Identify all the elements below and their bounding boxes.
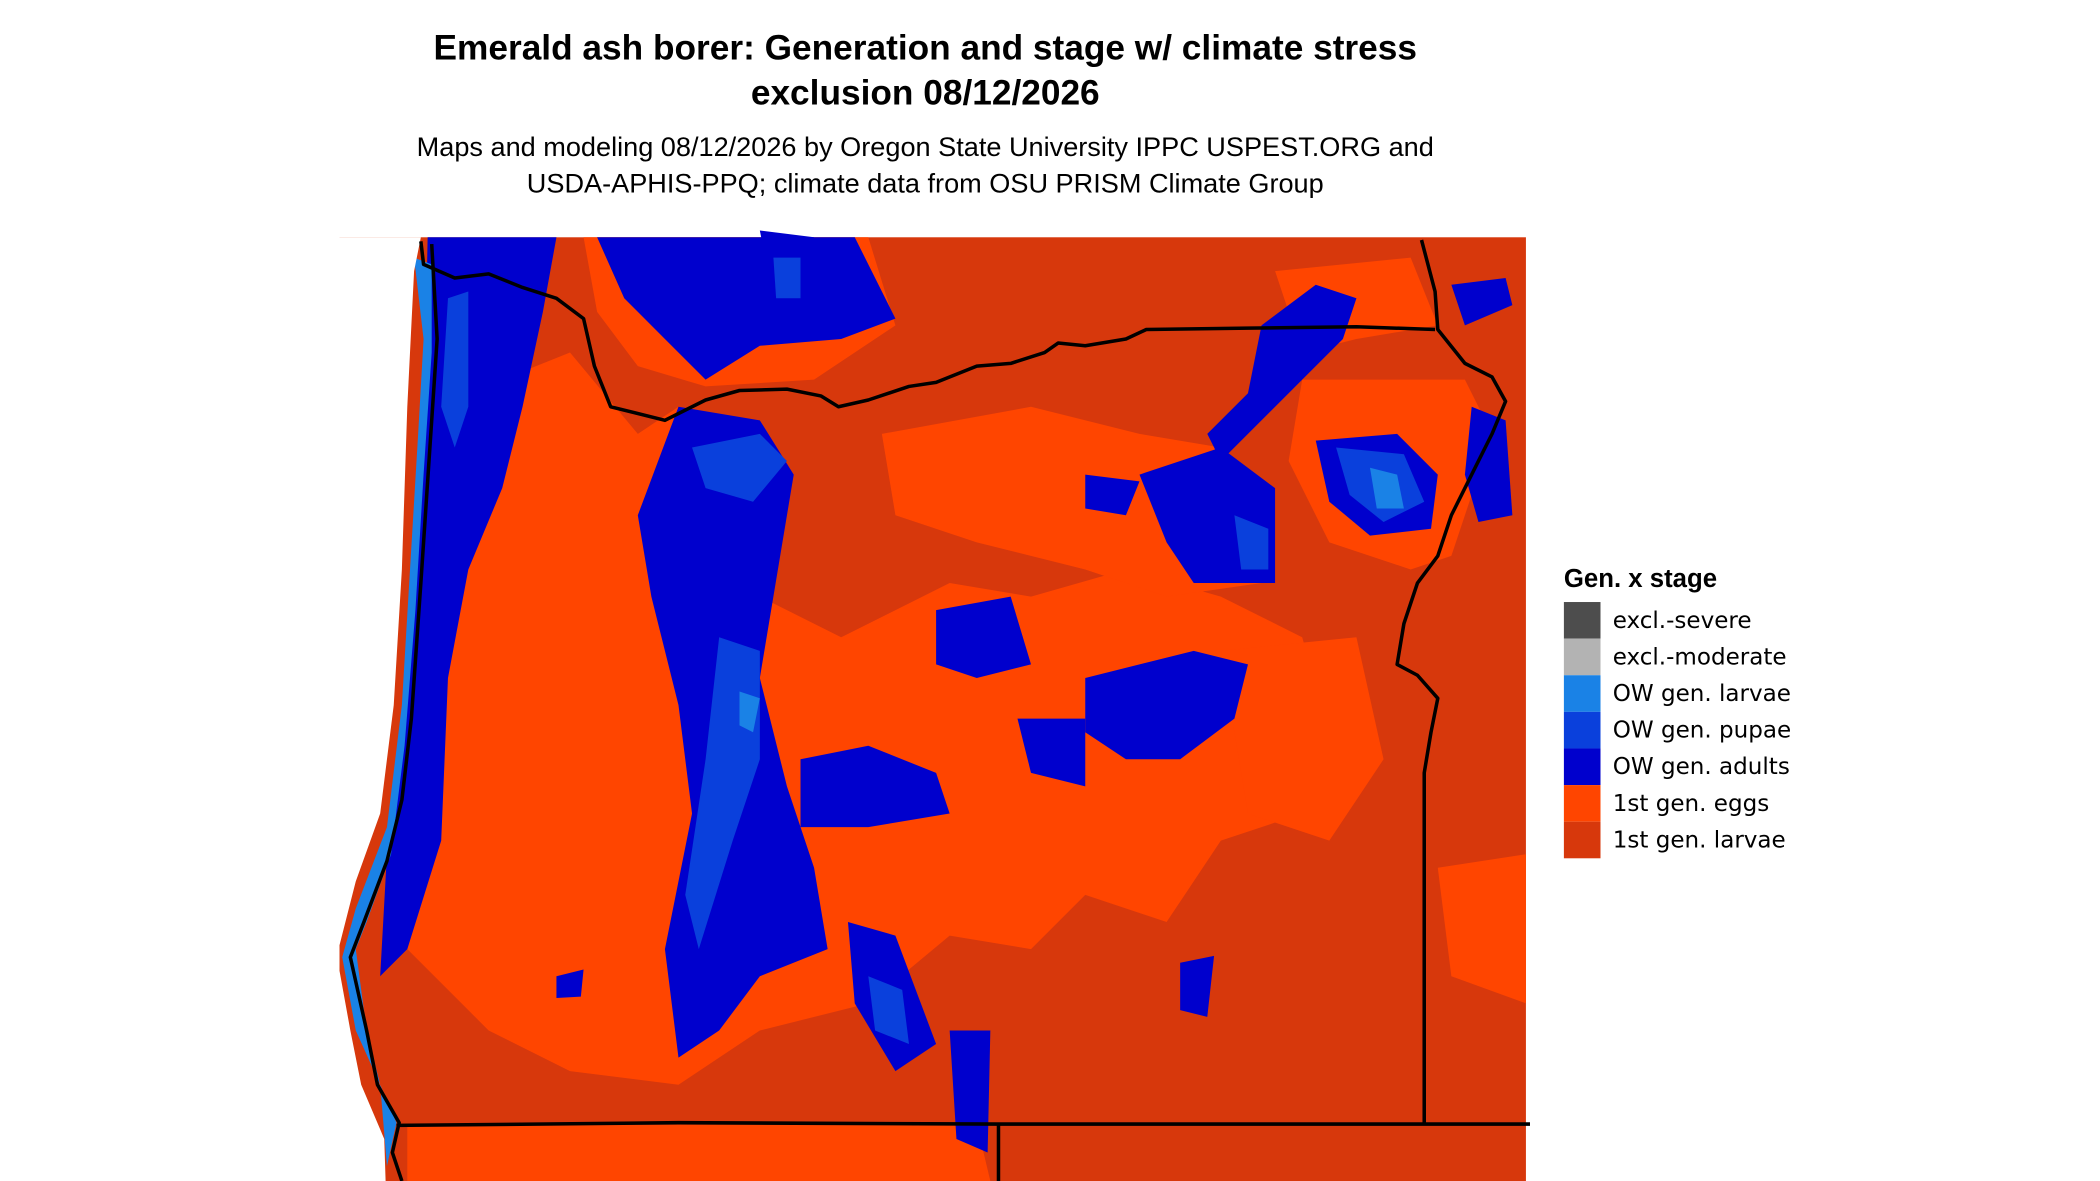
legend-label: excl.-moderate (1613, 644, 1787, 670)
border-line (1395, 239, 1508, 1126)
subtitle-line: USDA-APHIS-PPQ; climate data from OSU PR… (527, 168, 1324, 199)
map-region (773, 257, 801, 299)
map-region (1369, 467, 1404, 509)
map-region (1085, 474, 1140, 516)
border-line (419, 241, 1436, 423)
map-region (1220, 637, 1384, 841)
border-line (348, 243, 439, 1181)
legend-label: OW gen. pupae (1613, 718, 1792, 744)
map-region (936, 596, 1032, 678)
state-borders (348, 239, 1530, 1181)
title-line: Emerald ash borer: Generation and stage … (434, 29, 1417, 68)
map-region (868, 976, 909, 1045)
subtitle-line: Maps and modeling 08/12/2026 by Oregon S… (417, 131, 1434, 162)
legend-swatch (1563, 675, 1601, 712)
map-region (407, 1124, 991, 1181)
map-region (1437, 854, 1526, 1004)
legend-label: OW gen. larvae (1613, 681, 1791, 707)
map-region (1234, 515, 1269, 570)
legend-swatch (1563, 711, 1601, 749)
map-region (1464, 406, 1513, 523)
map (336, 230, 1526, 1181)
map-region (407, 352, 1330, 1085)
legend-label: OW gen. adults (1613, 754, 1790, 780)
legend-swatch (1563, 785, 1601, 822)
map-region (1017, 718, 1086, 787)
legend-swatch (1563, 821, 1601, 859)
map-region (441, 291, 469, 448)
map-region (949, 1030, 991, 1153)
legend-label: excl.-severe (1613, 608, 1752, 634)
legend: Gen. x stage excl.-severe excl.-moderate O… (1563, 565, 1792, 859)
map-region (1451, 277, 1513, 326)
title-line: exclusion 08/12/2026 (751, 73, 1100, 112)
map-region (739, 691, 760, 733)
legend-swatch (1563, 638, 1601, 676)
map-region (1180, 955, 1215, 1017)
legend-title: Gen. x stage (1564, 565, 1717, 593)
border-line (396, 1120, 1530, 1128)
map-region (556, 969, 584, 998)
legend-swatch (1563, 748, 1601, 786)
map-region (800, 745, 950, 828)
map-region (692, 433, 787, 502)
legend-swatch (1563, 602, 1601, 639)
legend-label: 1st gen. larvae (1613, 827, 1786, 853)
map-region (597, 237, 896, 380)
legend-label: 1st gen. eggs (1613, 791, 1770, 817)
map-region (1085, 650, 1248, 760)
map-outside (336, 237, 421, 1181)
